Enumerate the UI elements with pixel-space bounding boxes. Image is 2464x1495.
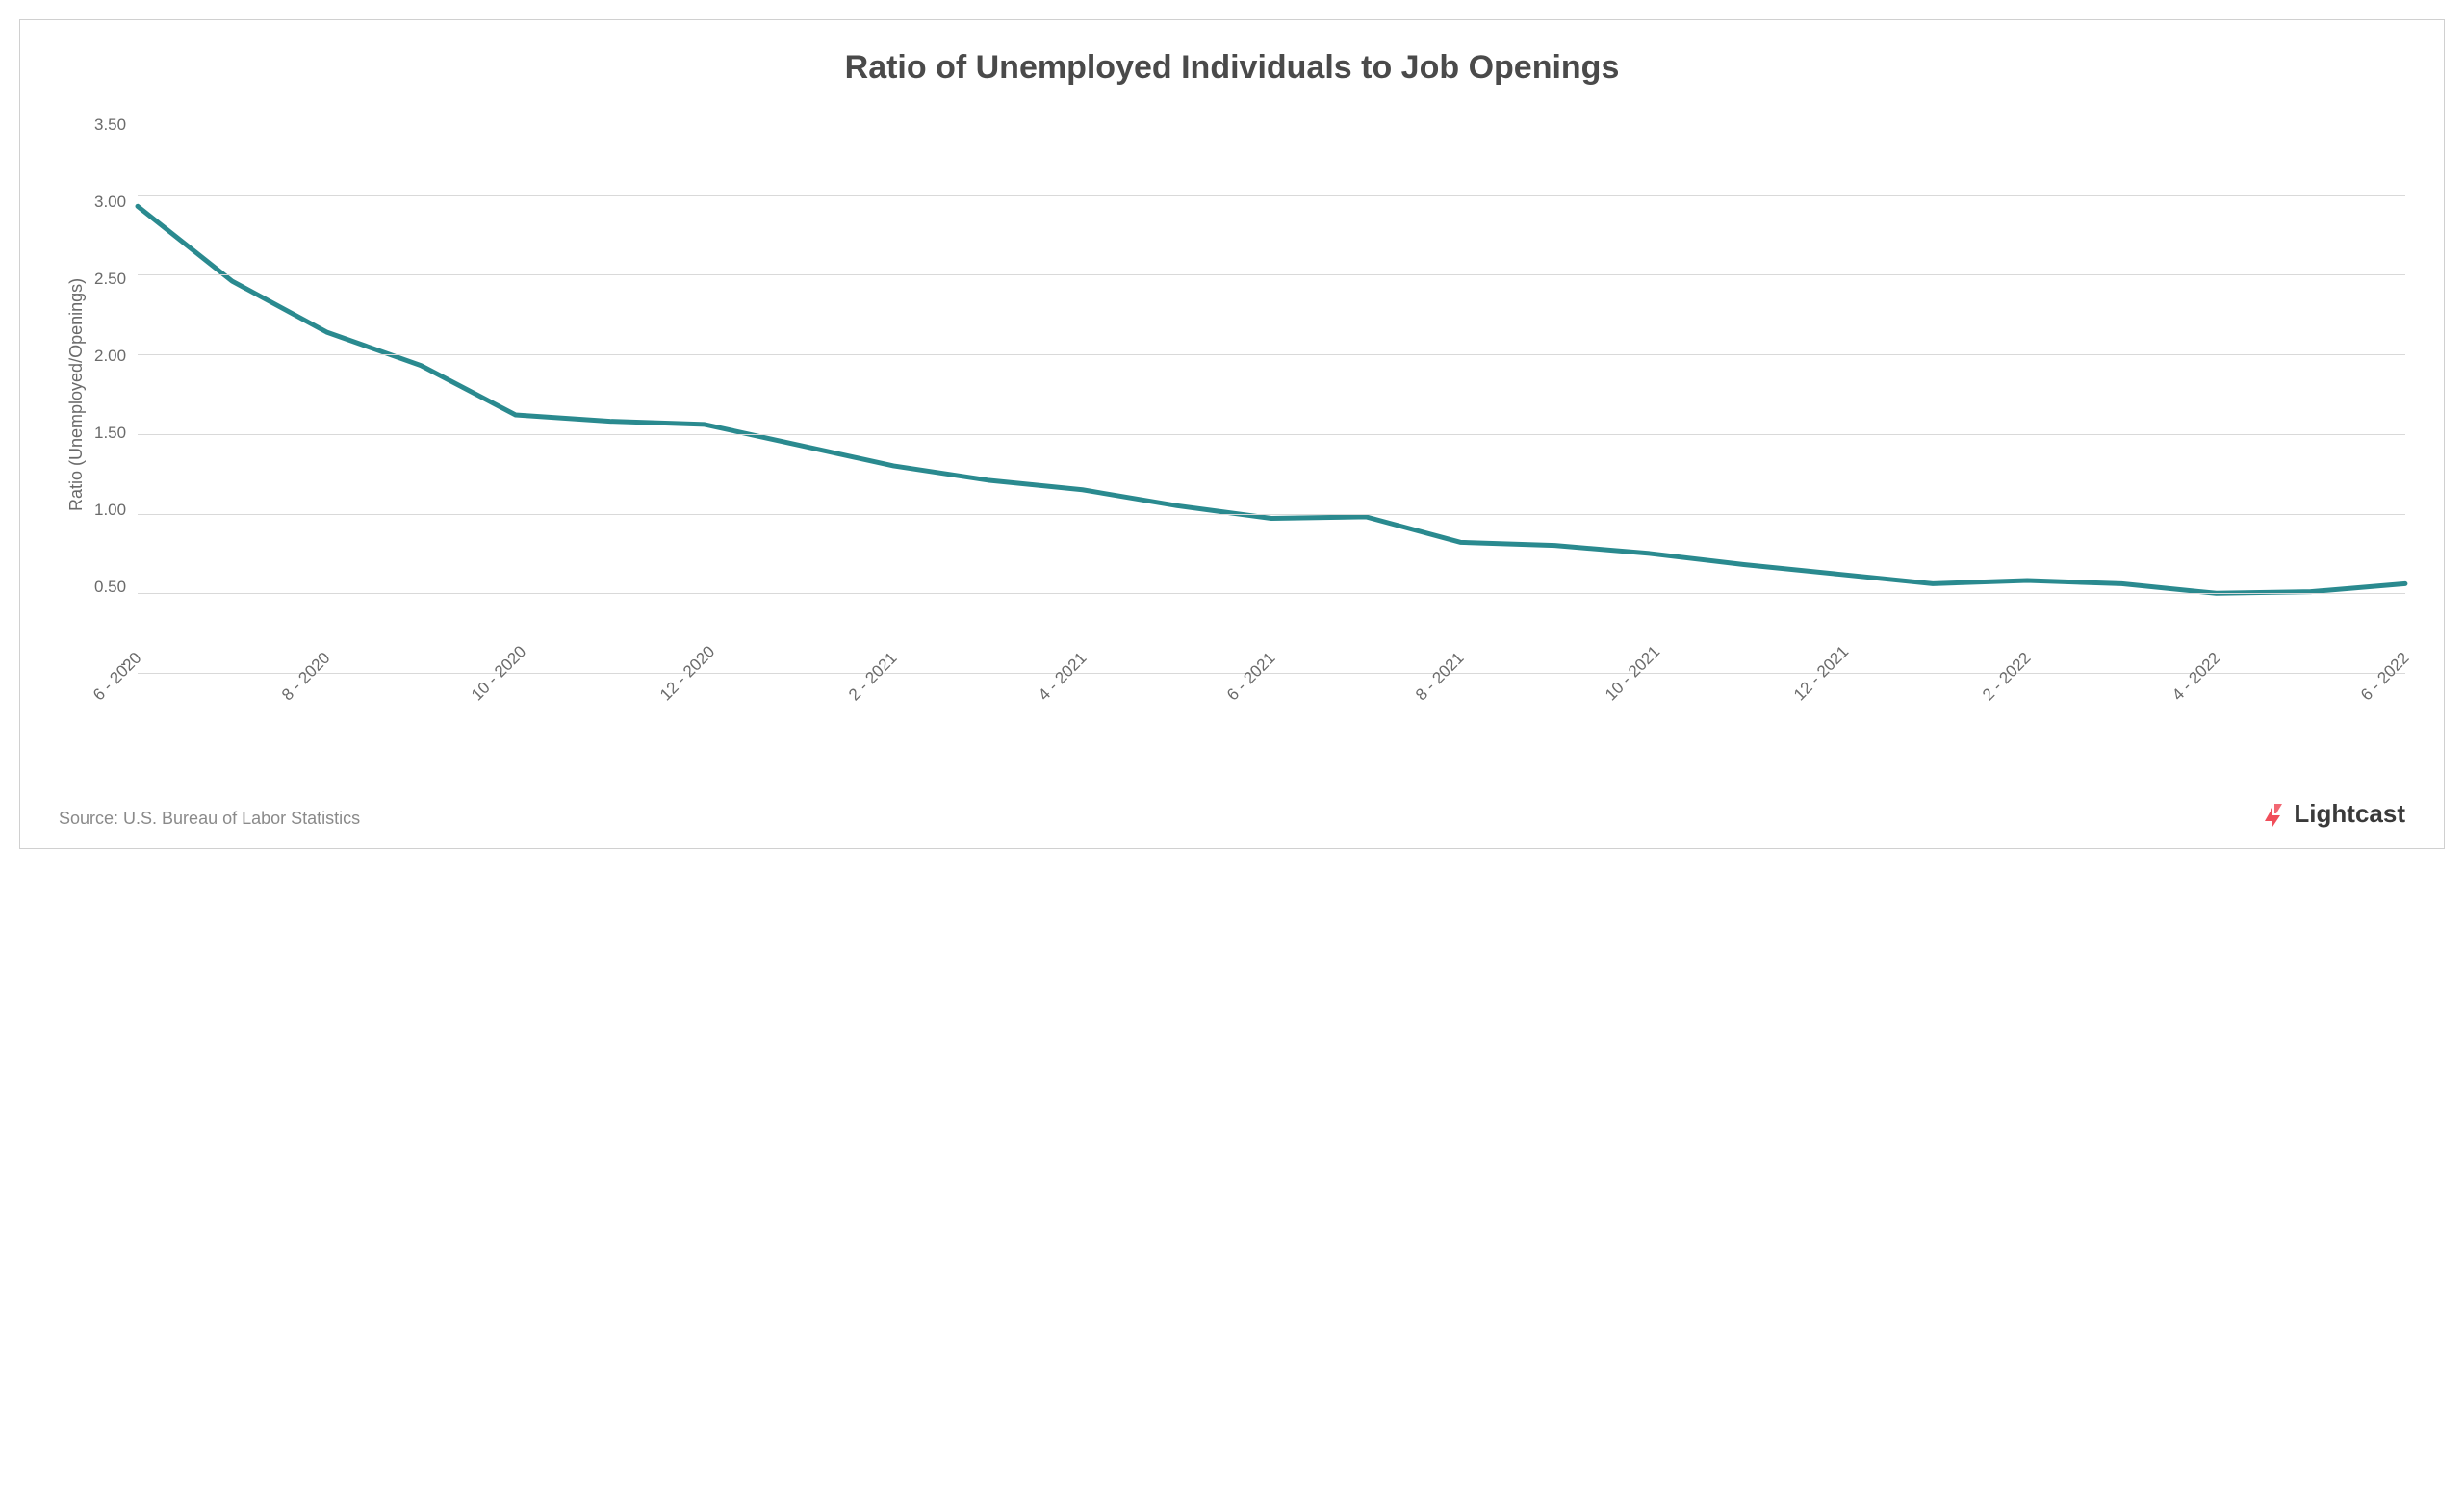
x-axis-ticks: 6 - 20208 - 202010 - 202012 - 20202 - 20…: [138, 674, 2405, 770]
gridline: [138, 593, 2405, 594]
brand-logo: Lightcast: [2259, 799, 2405, 829]
gridline: [138, 514, 2405, 515]
y-tick-label: 1.50: [94, 424, 126, 443]
chart-body: Ratio (Unemployed/Openings) 3.50 3.00 2.50…: [59, 116, 2405, 770]
plot-area: [138, 116, 2405, 674]
line-chart-svg: [138, 116, 2405, 673]
gridline: [138, 274, 2405, 275]
y-tick-label: 2.50: [94, 270, 126, 289]
y-tick-label: 3.00: [94, 193, 126, 212]
source-text: Source: U.S. Bureau of Labor Statistics: [59, 809, 360, 829]
plot-wrap: 6 - 20208 - 202010 - 202012 - 20202 - 20…: [138, 116, 2405, 770]
y-tick-label: 3.50: [94, 116, 126, 135]
y-tick-label: 0.50: [94, 578, 126, 597]
gridline: [138, 354, 2405, 355]
y-axis-label: Ratio (Unemployed/Openings): [59, 116, 94, 674]
data-line: [138, 206, 2405, 593]
lightcast-icon: [2259, 800, 2288, 829]
y-tick-label: 1.00: [94, 501, 126, 520]
chart-container: Ratio of Unemployed Individuals to Job O…: [19, 19, 2445, 849]
y-axis-ticks: 3.503.002.502.001.501.000.50 -: [94, 116, 138, 674]
gridline: [138, 434, 2405, 435]
chart-title: Ratio of Unemployed Individuals to Job O…: [59, 49, 2405, 87]
chart-footer: Source: U.S. Bureau of Labor Statistics …: [59, 799, 2405, 829]
logo-text: Lightcast: [2294, 799, 2405, 829]
gridline: [138, 195, 2405, 196]
y-tick-label: 2.00: [94, 347, 126, 366]
